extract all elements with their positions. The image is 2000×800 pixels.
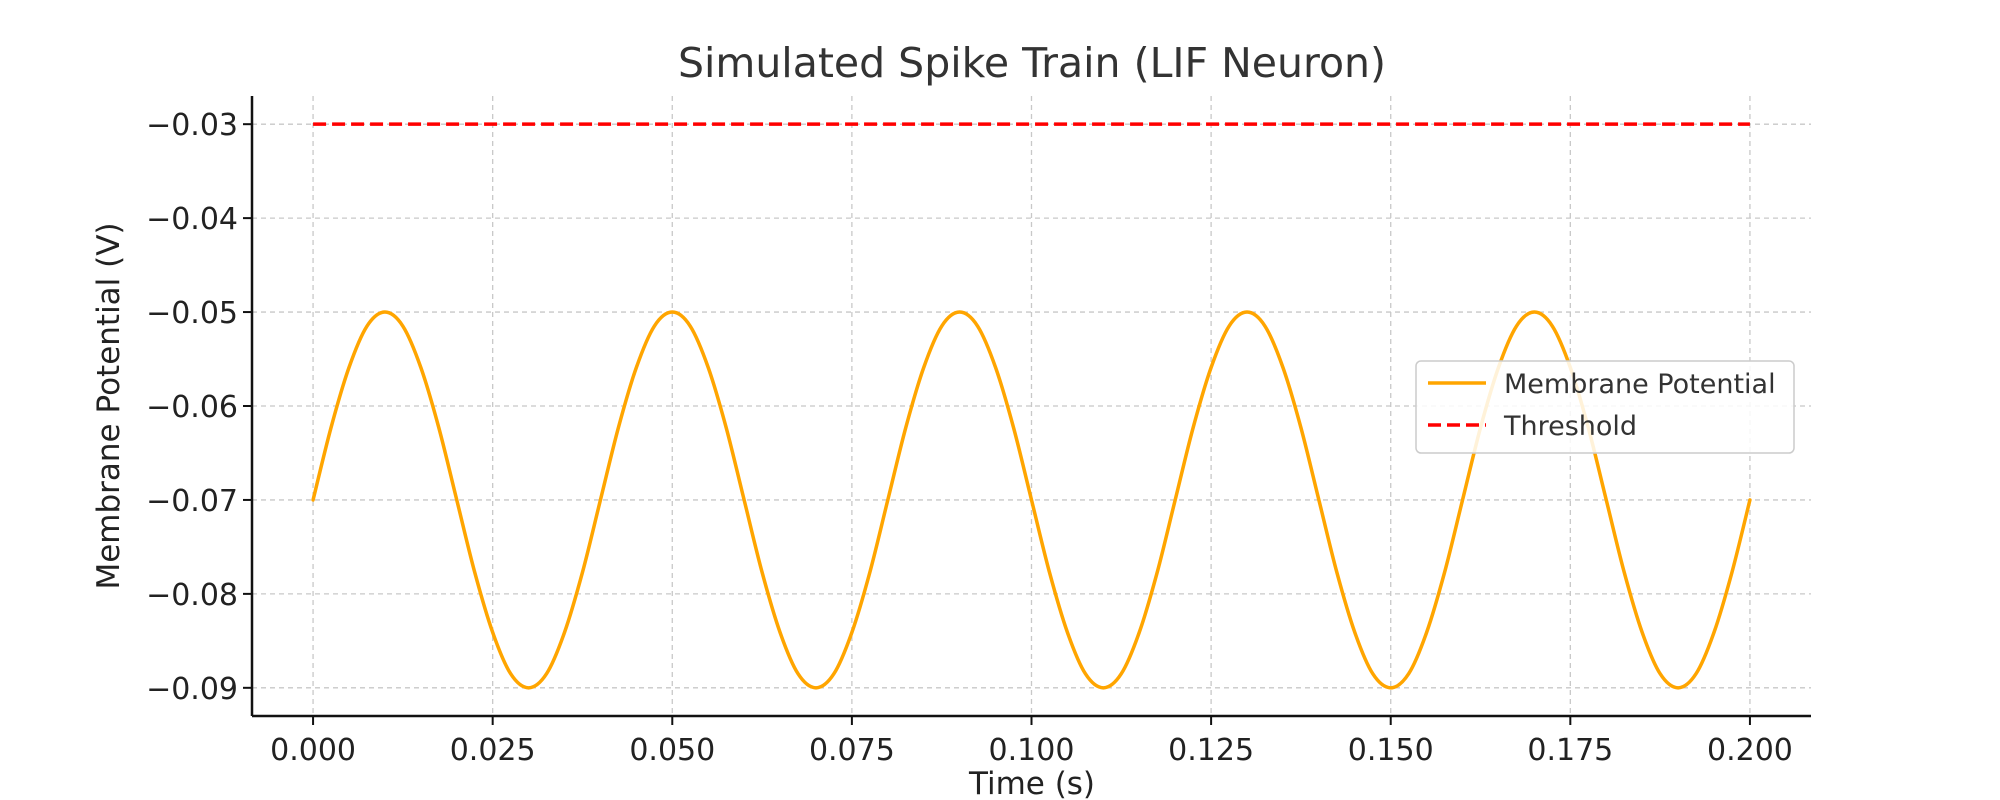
y-tick-label: −0.08	[146, 578, 238, 613]
x-tick-label: 0.150	[1348, 733, 1434, 768]
y-tick-label: −0.05	[146, 296, 238, 331]
legend-box	[1415, 360, 1795, 454]
legend-label-threshold: Threshold	[1503, 411, 1637, 442]
x-tick-label: 0.025	[450, 733, 536, 768]
x-tick-label: 0.175	[1527, 733, 1613, 768]
x-tick-label: 0.100	[989, 733, 1075, 768]
y-tick-label: −0.09	[146, 672, 238, 707]
legend-label-membrane-potential: Membrane Potential	[1504, 369, 1776, 400]
x-tick-label: 0.125	[1168, 733, 1254, 768]
y-tick-label: −0.03	[146, 108, 238, 143]
x-tick-label: 0.000	[270, 733, 356, 768]
tick-layer: 0.000 0.025 0.050 0.075 0.100 0.125 0.150 0.175…	[146, 108, 1793, 768]
chart-title: Simulated Spike Train (LIF Neuron)	[678, 39, 1386, 87]
x-axis-label: Time (s)	[968, 766, 1095, 800]
series-line-membrane-potential	[311, 310, 1752, 690]
x-tick-label: 0.075	[809, 733, 895, 768]
legend: Membrane Potential Threshold	[1415, 360, 1795, 454]
x-tick-label: 0.050	[629, 733, 715, 768]
y-tick-label: −0.07	[146, 484, 238, 519]
series-layer	[311, 122, 1752, 690]
y-tick-label: −0.06	[146, 390, 238, 425]
y-tick-label: −0.04	[146, 202, 238, 237]
x-tick-label: 0.200	[1707, 733, 1793, 768]
y-axis-label: Membrane Potential (V)	[91, 222, 127, 589]
